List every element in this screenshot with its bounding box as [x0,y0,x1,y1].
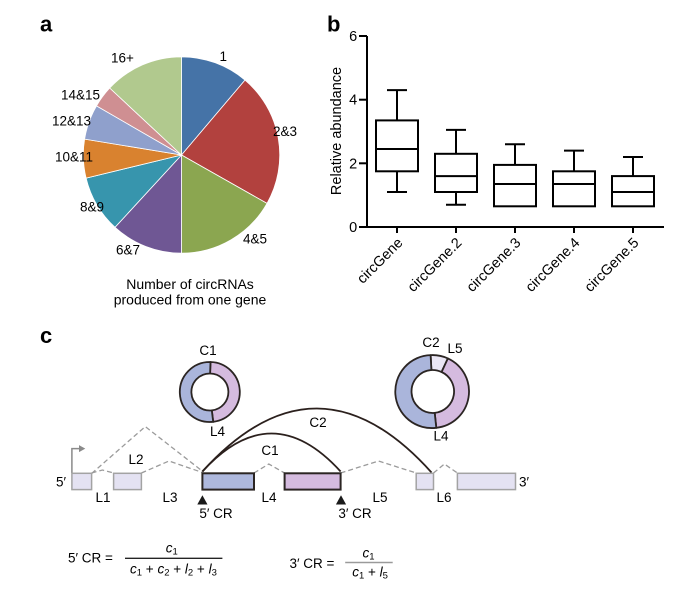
svg-text:c1 + l5: c1 + l5 [352,565,388,582]
svg-text:10&11: 10&11 [55,150,93,165]
svg-text:C1: C1 [199,343,216,358]
svg-text:C1: C1 [261,443,278,458]
svg-text:14&15: 14&15 [61,88,100,103]
svg-text:2: 2 [349,156,357,172]
svg-text:c: c [40,323,52,348]
svg-text:0: 0 [349,220,357,236]
svg-text:L4: L4 [261,490,277,505]
svg-text:Number of circRNAs: Number of circRNAs [126,276,254,292]
svg-text:5′ CR: 5′ CR [199,506,233,521]
svg-text:16+: 16+ [111,51,134,66]
svg-text:3′: 3′ [519,475,530,490]
svg-text:5′: 5′ [56,475,67,490]
svg-text:L4: L4 [433,429,449,444]
svg-text:produced from one gene: produced from one gene [114,292,267,308]
svg-text:12&13: 12&13 [52,114,91,129]
svg-text:C2: C2 [422,335,439,350]
svg-text:4&5: 4&5 [243,232,267,247]
svg-text:L5: L5 [372,490,387,505]
svg-text:6: 6 [349,29,357,45]
svg-text:L5: L5 [447,341,462,356]
svg-text:4: 4 [349,93,357,109]
svg-text:2&3: 2&3 [273,124,297,139]
svg-text:3′ CR: 3′ CR [338,506,372,521]
svg-text:b: b [327,12,340,37]
svg-text:8&9: 8&9 [80,200,104,215]
svg-text:a: a [40,12,53,37]
svg-text:L3: L3 [162,490,177,505]
svg-text:C2: C2 [309,415,326,430]
svg-text:c1 + c2 + l2 + l3: c1 + c2 + l2 + l3 [130,561,217,578]
svg-text:Relative abundance: Relative abundance [329,67,345,195]
svg-text:6&7: 6&7 [116,243,140,258]
svg-text:1: 1 [220,49,228,64]
svg-text:L6: L6 [436,490,451,505]
svg-text:L4: L4 [210,424,226,439]
svg-text:5′ CR =: 5′ CR = [68,551,113,566]
svg-text:L2: L2 [128,452,143,467]
svg-text:3′ CR =: 3′ CR = [290,556,335,571]
svg-text:L1: L1 [95,490,110,505]
